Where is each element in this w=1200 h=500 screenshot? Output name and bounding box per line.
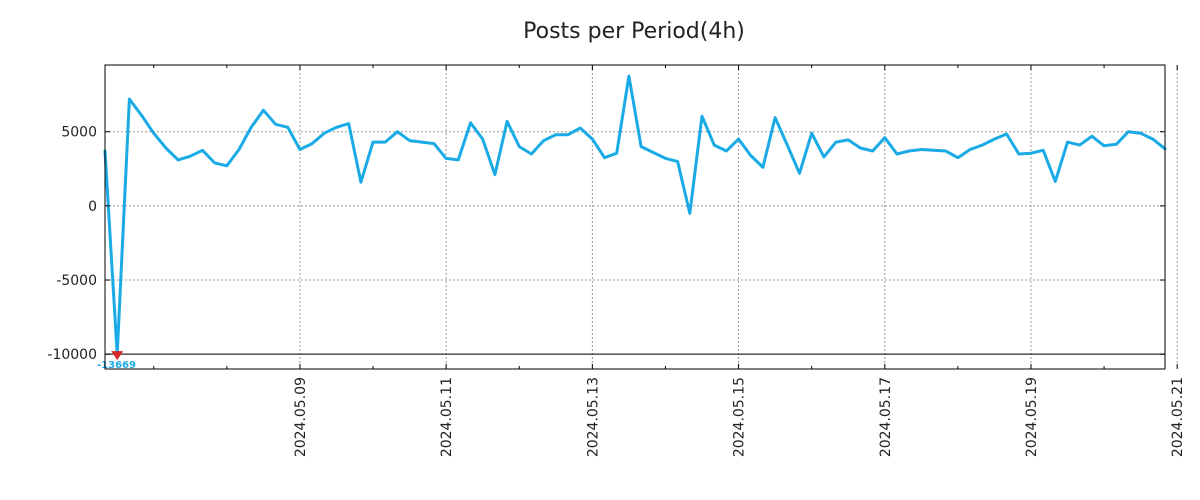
y-tick-label: 5000 xyxy=(61,125,97,141)
y-tick-label: 0 xyxy=(88,199,97,215)
chart-title: Posts per Period(4h) xyxy=(523,19,745,44)
series-line-posts xyxy=(103,74,1167,356)
x-tick-label: 2024.05.17 xyxy=(878,377,894,457)
series-group xyxy=(103,74,1167,356)
x-axis: 2024.05.09 2024.05.11 2024.05.13 2024.05.15… xyxy=(153,65,1186,457)
min-value-label: -13669 xyxy=(97,360,136,371)
plot-frame xyxy=(104,64,1166,370)
x-tick-label: 2024.05.19 xyxy=(1024,377,1040,457)
x-tick-label: 2024.05.13 xyxy=(585,377,601,457)
x-tick-label: 2024.05.09 xyxy=(293,377,309,457)
min-marker xyxy=(111,351,124,361)
x-tick-label: 2024.05.11 xyxy=(439,377,455,457)
x-tick-label: 2024.05.21 xyxy=(1170,377,1186,457)
marks-group: -13669 xyxy=(97,351,136,371)
y-tick-label: -5000 xyxy=(56,273,97,289)
x-tick-label: 2024.05.15 xyxy=(732,377,748,457)
grid xyxy=(105,65,1178,369)
y-tick-label: -10000 xyxy=(47,347,97,363)
y-axis: 5000 0 -5000 -10000 xyxy=(47,125,1165,363)
